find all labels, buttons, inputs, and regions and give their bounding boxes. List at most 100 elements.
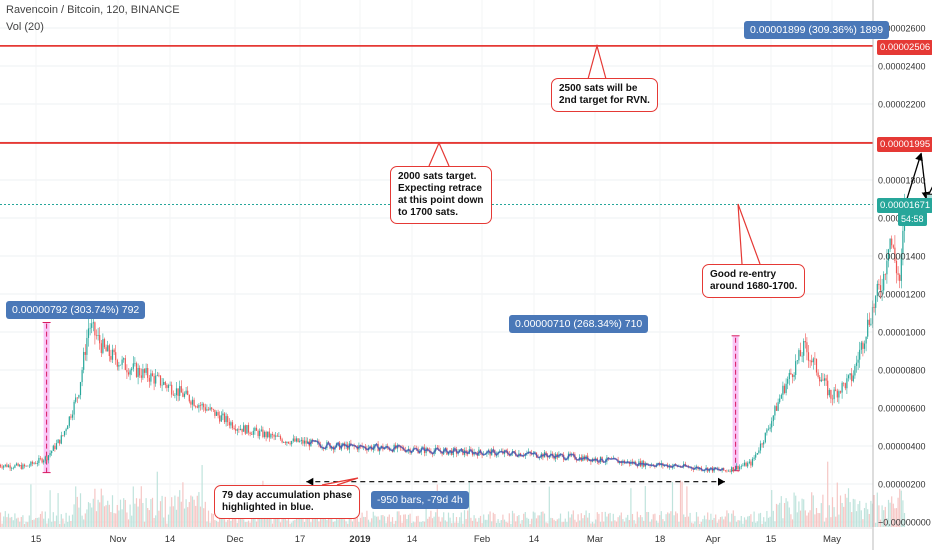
volume-bar xyxy=(622,519,624,527)
candle-body xyxy=(787,378,789,384)
candle-body xyxy=(260,429,262,431)
time-axis: 15 Nov 14 Dec 17 2019 14 Feb 14 Mar 18 Apr 15 May xyxy=(0,527,873,545)
volume-bar xyxy=(751,521,754,527)
candle-body xyxy=(831,398,834,400)
volume-bar xyxy=(12,520,14,527)
volume-bar xyxy=(417,515,419,527)
volume-bar xyxy=(212,513,214,527)
volume-bar xyxy=(479,515,482,527)
volume-bar xyxy=(31,519,34,527)
volume-bar xyxy=(391,517,394,527)
volume-bar xyxy=(367,519,370,527)
volume-bar xyxy=(601,511,603,527)
volume-bar xyxy=(649,521,651,527)
volume-bar xyxy=(587,517,589,527)
volume-bar xyxy=(812,495,814,527)
candle-body xyxy=(863,343,866,349)
volume-bar xyxy=(251,517,253,527)
note-2000-target[interactable]: 2000 sats target. Expecting retrace at t… xyxy=(390,166,492,224)
volume-bar xyxy=(710,513,712,527)
volume-bar xyxy=(399,515,402,527)
volume-bar xyxy=(182,482,184,527)
volume-bar xyxy=(457,522,459,527)
candle-body xyxy=(286,441,288,444)
candle-body xyxy=(55,443,58,450)
volume-bar xyxy=(470,517,472,527)
volume-bar xyxy=(148,510,150,527)
note-2500-target[interactable]: 2500 sats will be 2nd target for RVN. xyxy=(551,78,658,112)
candle-body xyxy=(87,328,90,338)
volume-bar xyxy=(305,516,307,527)
volume-bar xyxy=(115,513,117,527)
volume-bar xyxy=(793,492,795,527)
volume-bar xyxy=(337,519,339,527)
volume-bar xyxy=(452,513,454,527)
candle-body xyxy=(33,463,35,464)
candle-body xyxy=(132,363,134,369)
symbol-title[interactable]: Ravencoin / Bitcoin, 120, BINANCE xyxy=(6,4,180,16)
note-reentry[interactable]: Good re-entry around 1680-1700. xyxy=(702,264,806,298)
accumulation-line xyxy=(307,439,724,472)
candle-body xyxy=(879,285,882,291)
candle-body xyxy=(57,439,59,444)
volume-bar xyxy=(321,515,323,527)
volume-bar xyxy=(140,486,142,527)
volume-bar xyxy=(297,514,299,527)
volume-bar xyxy=(683,514,685,527)
volume-bar xyxy=(411,522,413,527)
note-accumulation[interactable]: 79 day accumulation phase highlighted in… xyxy=(214,485,361,519)
volume-bar xyxy=(390,521,392,527)
volume-bar xyxy=(723,519,725,527)
volume-bar xyxy=(35,518,37,527)
x-tick-label: 17 xyxy=(295,534,306,545)
volume-bar xyxy=(219,515,221,527)
candle-body xyxy=(247,425,250,433)
candle-body xyxy=(179,386,181,396)
volume-bar xyxy=(46,523,48,527)
volume-bar xyxy=(171,497,173,527)
candle-body xyxy=(740,466,742,467)
volume-indicator-label[interactable]: Vol (20) xyxy=(6,21,44,33)
note-pointer xyxy=(321,477,359,486)
volume-bar xyxy=(14,513,16,527)
y-tick-label: 0.00002600 xyxy=(878,24,926,34)
volume-bar xyxy=(201,465,203,527)
candle-body xyxy=(830,389,832,399)
volume-bar xyxy=(588,513,590,527)
volume-bar xyxy=(455,516,458,527)
volume-bar xyxy=(863,508,866,527)
y-tick-label: 0.00001800 xyxy=(878,176,926,186)
volume-bar xyxy=(441,517,443,527)
volume-bar xyxy=(246,522,248,527)
x-tick-label: 14 xyxy=(529,534,540,545)
volume-bar xyxy=(700,521,702,527)
volume-bar xyxy=(206,521,208,527)
candle-body xyxy=(243,425,245,432)
volume-bar xyxy=(299,511,301,527)
volume-bar xyxy=(203,508,205,527)
volume-bar xyxy=(217,522,219,527)
candle-body xyxy=(764,432,766,443)
x-tick-label: Mar xyxy=(587,534,603,545)
candle-body xyxy=(68,416,70,426)
candle-body xyxy=(41,458,43,463)
volume-bar xyxy=(659,515,661,527)
volume-bar xyxy=(286,520,288,527)
candle-body xyxy=(142,369,144,378)
candle-body xyxy=(825,378,827,381)
volume-bar xyxy=(609,512,611,527)
volume-bar xyxy=(91,507,93,527)
candle-body xyxy=(174,395,176,396)
volume-bar xyxy=(363,516,365,527)
volume-bar xyxy=(809,510,811,527)
projection-arrow xyxy=(920,153,930,200)
volume-bar xyxy=(398,511,400,527)
volume-bar xyxy=(740,515,742,527)
volume-bar xyxy=(233,517,235,527)
volume-bar xyxy=(839,495,842,527)
volume-bar xyxy=(404,514,406,527)
candle-body xyxy=(209,407,211,410)
volume-bar xyxy=(478,517,480,527)
volume-bar xyxy=(671,482,674,527)
volume-bar xyxy=(375,516,378,527)
